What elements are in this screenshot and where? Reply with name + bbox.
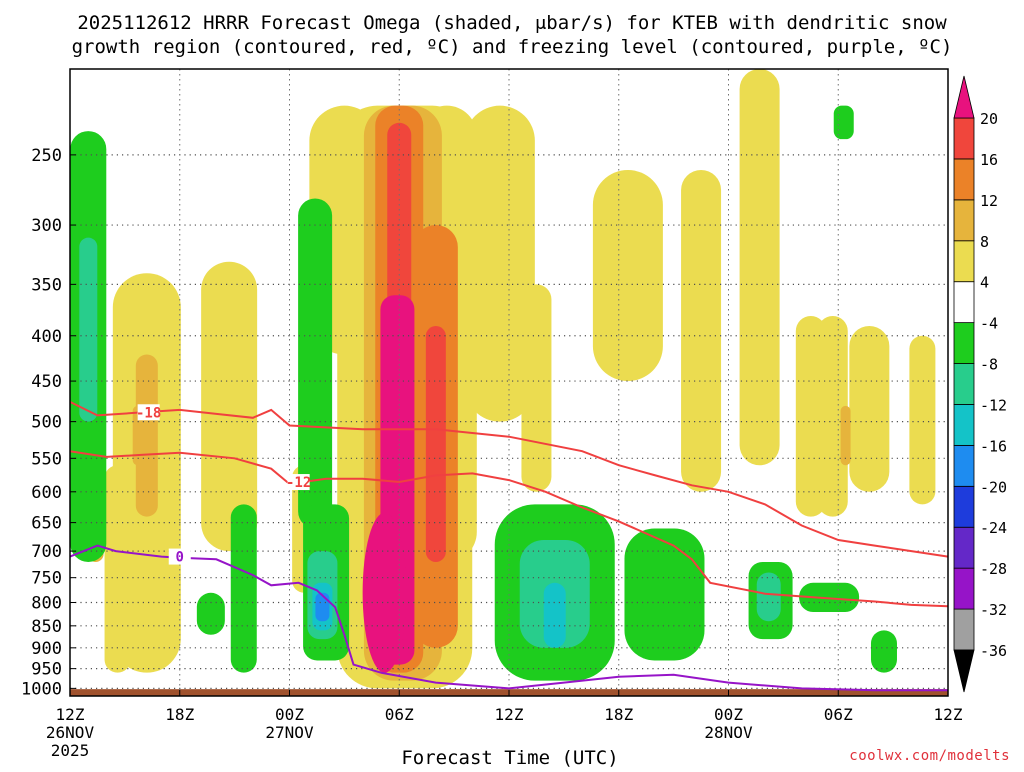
omega-region	[464, 105, 535, 422]
omega-region	[592, 169, 663, 382]
omega-region	[298, 198, 333, 529]
colorbar-segment	[953, 240, 975, 283]
omega-region	[681, 169, 722, 492]
x-tick-label: 18Z	[604, 705, 633, 724]
contour-label: -18	[136, 405, 161, 421]
colorbar-label: 16	[980, 151, 998, 169]
omega-region	[521, 284, 552, 492]
omega-region	[833, 105, 854, 140]
omega-region	[230, 504, 257, 673]
x-tick-date: 26NOV	[46, 723, 95, 742]
shaded-omega-layer	[70, 69, 936, 689]
contour-label: 0	[176, 550, 184, 566]
colorbar-segment	[953, 117, 975, 160]
colorbar-segment	[953, 404, 975, 446]
contour-label-bg	[137, 404, 160, 421]
colorbar-top-arrow	[953, 75, 975, 119]
colorbar-label: 8	[980, 233, 989, 251]
x-tick-label: 00Z	[714, 705, 743, 724]
omega-region	[909, 335, 936, 505]
colorbar-segment	[953, 444, 975, 487]
x-axis-label: Forecast Time (UTC)	[401, 747, 618, 768]
y-tick-label: 250	[31, 146, 62, 166]
y-tick-label: 900	[31, 639, 62, 659]
omega-region	[135, 354, 158, 517]
x-tick-year: 2025	[51, 741, 90, 760]
y-tick-label: 700	[31, 542, 62, 562]
x-tick-label: 12Z	[495, 705, 524, 724]
omega-region	[362, 512, 407, 673]
colorbar-label: -28	[980, 560, 1007, 578]
y-tick-label: 550	[31, 449, 62, 469]
x-tick-label: 18Z	[165, 705, 194, 724]
y-tick-label: 400	[31, 327, 62, 347]
chart-title-line1: 2025112612 HRRR Forecast Omega (shaded, …	[77, 12, 947, 34]
colorbar-label: -8	[980, 356, 998, 374]
colorbar-label: -20	[980, 478, 1007, 496]
y-tick-label: 300	[31, 216, 62, 236]
colorbar-segment	[953, 158, 975, 201]
colorbar-label: 12	[980, 192, 998, 210]
contour-label: -12	[286, 475, 311, 491]
omega-region	[201, 261, 258, 552]
contour-label-bg	[168, 548, 191, 565]
colorbar-segment	[953, 526, 975, 569]
credit-text[interactable]: coolwx.com/modelts	[849, 748, 1010, 764]
colorbar-label: -12	[980, 396, 1007, 414]
colorbar-label: -32	[980, 601, 1007, 619]
colorbar-segment	[953, 608, 975, 651]
colorbar-label: -4	[980, 315, 998, 333]
omega-region	[840, 405, 851, 466]
y-tick-label: 850	[31, 617, 62, 637]
y-tick-label: 800	[31, 594, 62, 614]
omega-region	[104, 465, 131, 673]
y-tick-label: 350	[31, 275, 62, 295]
y-tick-label: 950	[31, 660, 62, 680]
x-tick-date: 27NOV	[265, 723, 314, 742]
y-tick-label: 750	[31, 569, 62, 589]
omega-region	[79, 237, 98, 422]
x-tick-label: 12Z	[56, 705, 85, 724]
colorbar-label: -36	[980, 642, 1007, 660]
x-tick-label: 12Z	[934, 705, 963, 724]
y-tick-label: 600	[31, 483, 62, 503]
chart-title-line2: growth region (contoured, red, ºC) and f…	[72, 36, 953, 58]
omega-region	[756, 572, 781, 622]
omega-region	[196, 592, 225, 635]
colorbar-label: -24	[980, 519, 1007, 537]
x-tick-label: 06Z	[385, 705, 414, 724]
x-tick-date: 28NOV	[704, 723, 753, 742]
contour-line	[69, 450, 949, 608]
omega-region	[849, 326, 890, 492]
omega-region	[315, 592, 330, 622]
x-tick-label: 06Z	[824, 705, 853, 724]
colorbar-label: 4	[980, 274, 989, 292]
colorbar-segment	[953, 199, 975, 242]
colorbar-segment	[953, 485, 975, 528]
y-tick-label: 500	[31, 413, 62, 433]
colorbar-label: -16	[980, 437, 1007, 455]
colorbar-segment	[953, 281, 975, 324]
contour-line	[69, 401, 949, 558]
colorbar-label: 20	[980, 110, 998, 128]
omega-region	[817, 316, 848, 517]
omega-region	[132, 405, 143, 466]
colorbar-segment	[953, 567, 975, 610]
y-tick-label: 1000	[21, 679, 62, 699]
y-tick-label: 450	[31, 372, 62, 392]
omega-region	[870, 630, 897, 673]
colorbar-bottom-arrow	[953, 649, 975, 693]
omega-region	[543, 582, 566, 648]
colorbar-segment	[953, 322, 975, 364]
omega-region	[739, 69, 780, 466]
x-tick-label: 00Z	[275, 705, 304, 724]
omega-region	[425, 326, 446, 562]
y-tick-label: 650	[31, 514, 62, 534]
colorbar-segment	[953, 363, 975, 405]
omega-region	[624, 528, 705, 661]
contour-label-bg	[287, 474, 310, 491]
